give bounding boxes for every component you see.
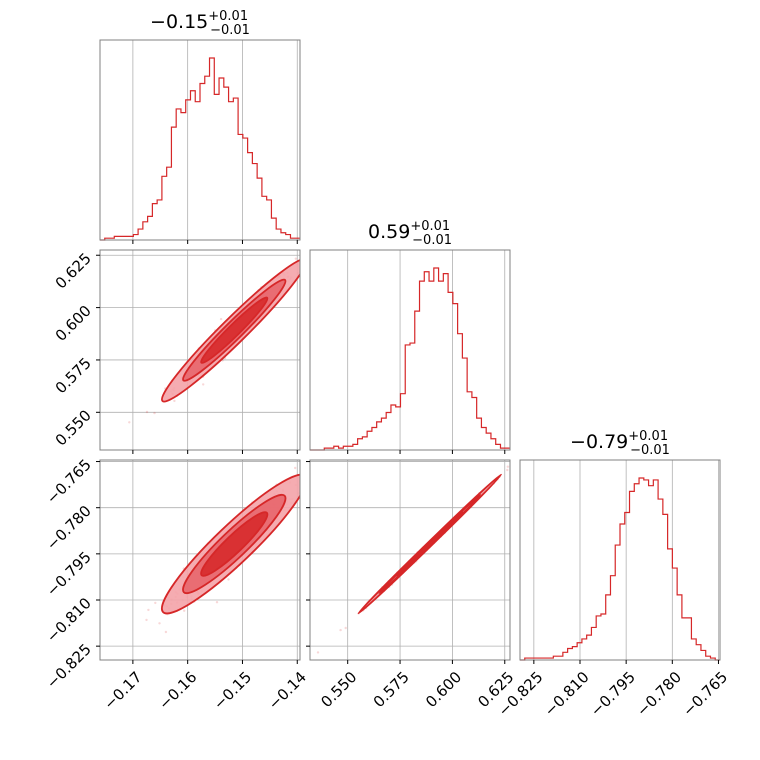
gridlines: [533, 460, 719, 660]
sample-point: [158, 622, 161, 625]
sample-point: [215, 601, 219, 604]
panel-frame: [99, 39, 301, 241]
sample-point: [219, 317, 223, 321]
y-tick-label: −0.825: [43, 640, 95, 692]
y-tick-label: 0.575: [52, 354, 95, 397]
panel-frame: [309, 249, 511, 451]
sample-point: [154, 601, 157, 605]
x-tick-label: −0.780: [633, 668, 685, 720]
scatter-points: [316, 464, 512, 654]
sample-point: [510, 464, 512, 466]
sample-point: [506, 468, 509, 472]
sample-point: [173, 399, 176, 403]
scatter-points: [145, 466, 308, 634]
y-tick-label: −0.780: [43, 502, 95, 554]
sample-point: [316, 651, 320, 654]
sample-point: [227, 578, 230, 581]
x-tick-label: 0.575: [370, 668, 413, 711]
y-tick-label: −0.765: [43, 456, 95, 508]
panel-frame: [519, 459, 721, 661]
sample-point: [145, 618, 148, 622]
y-tick-label: −0.795: [43, 548, 95, 600]
sample-point: [147, 608, 150, 612]
density-contour-2: [396, 511, 464, 577]
scatter-points: [128, 251, 319, 424]
param-title-0: −0.15+0.01 −0.01: [150, 9, 250, 38]
sample-point: [301, 283, 303, 285]
gridlines: [132, 40, 298, 240]
sample-point: [301, 267, 303, 269]
panel-frame: [309, 459, 511, 661]
histogram-0: [100, 57, 300, 241]
sample-point: [294, 257, 297, 260]
sample-point: [128, 421, 131, 424]
sample-point: [304, 475, 306, 477]
sample-point: [304, 475, 306, 477]
x-tick-label: −0.16: [155, 668, 200, 713]
sample-point: [153, 411, 156, 415]
sample-point: [306, 471, 308, 473]
sample-point: [183, 609, 186, 612]
sample-point: [317, 251, 319, 253]
panel-frame: [99, 459, 301, 661]
sample-point: [145, 410, 149, 414]
y-tick-label: −0.810: [43, 594, 95, 646]
sample-point: [339, 628, 342, 632]
x-tick-label: −0.765: [679, 668, 731, 720]
panel-frame: [99, 249, 301, 451]
x-tick-label: −0.14: [265, 668, 310, 713]
gridlines: [347, 250, 506, 450]
y-tick-label: 0.625: [52, 249, 95, 292]
y-tick-label: 0.600: [52, 302, 95, 345]
param-title-2: −0.79+0.01 −0.01: [570, 429, 670, 458]
sample-point: [202, 383, 205, 386]
histogram-2: [520, 477, 720, 661]
sample-point: [315, 265, 317, 267]
sample-point: [305, 478, 307, 480]
sample-point: [344, 626, 347, 630]
density-contour-2: [200, 296, 269, 364]
x-tick-label: 0.600: [422, 668, 465, 711]
x-tick-label: −0.795: [587, 668, 639, 720]
y-tick-label: 0.550: [52, 406, 95, 449]
x-tick-label: −0.17: [100, 668, 145, 713]
x-tick-label: −0.15: [210, 668, 255, 713]
histogram-1: [310, 267, 510, 451]
x-tick-label: −0.810: [541, 668, 593, 720]
sample-point: [305, 497, 307, 499]
gridlines: [310, 460, 510, 660]
sample-point: [164, 630, 168, 634]
sample-point: [294, 466, 297, 470]
density-contour-2: [200, 511, 269, 577]
x-tick-label: 0.550: [317, 668, 360, 711]
param-title-1: 0.59+0.01 −0.01: [368, 219, 452, 248]
sample-point: [506, 465, 509, 468]
